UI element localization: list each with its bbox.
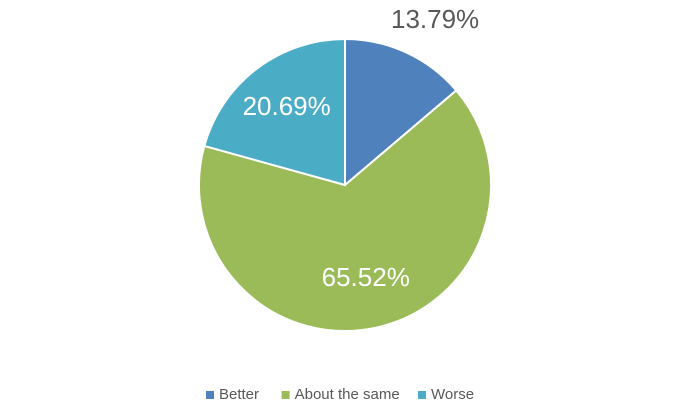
legend-swatch	[206, 391, 214, 399]
data-label: 20.69%	[243, 91, 331, 121]
legend-label: Better	[219, 386, 259, 403]
legend-swatch	[281, 391, 290, 399]
data-label: 13.79%	[391, 4, 479, 34]
pie-slice	[344, 37, 458, 188]
legend-swatch	[418, 391, 426, 399]
pie-slice	[203, 37, 346, 187]
legend-label: Worse	[431, 386, 474, 403]
data-label: 65.52%	[322, 262, 410, 292]
pie-slice	[198, 89, 492, 332]
legend-label: About the same	[295, 386, 400, 403]
